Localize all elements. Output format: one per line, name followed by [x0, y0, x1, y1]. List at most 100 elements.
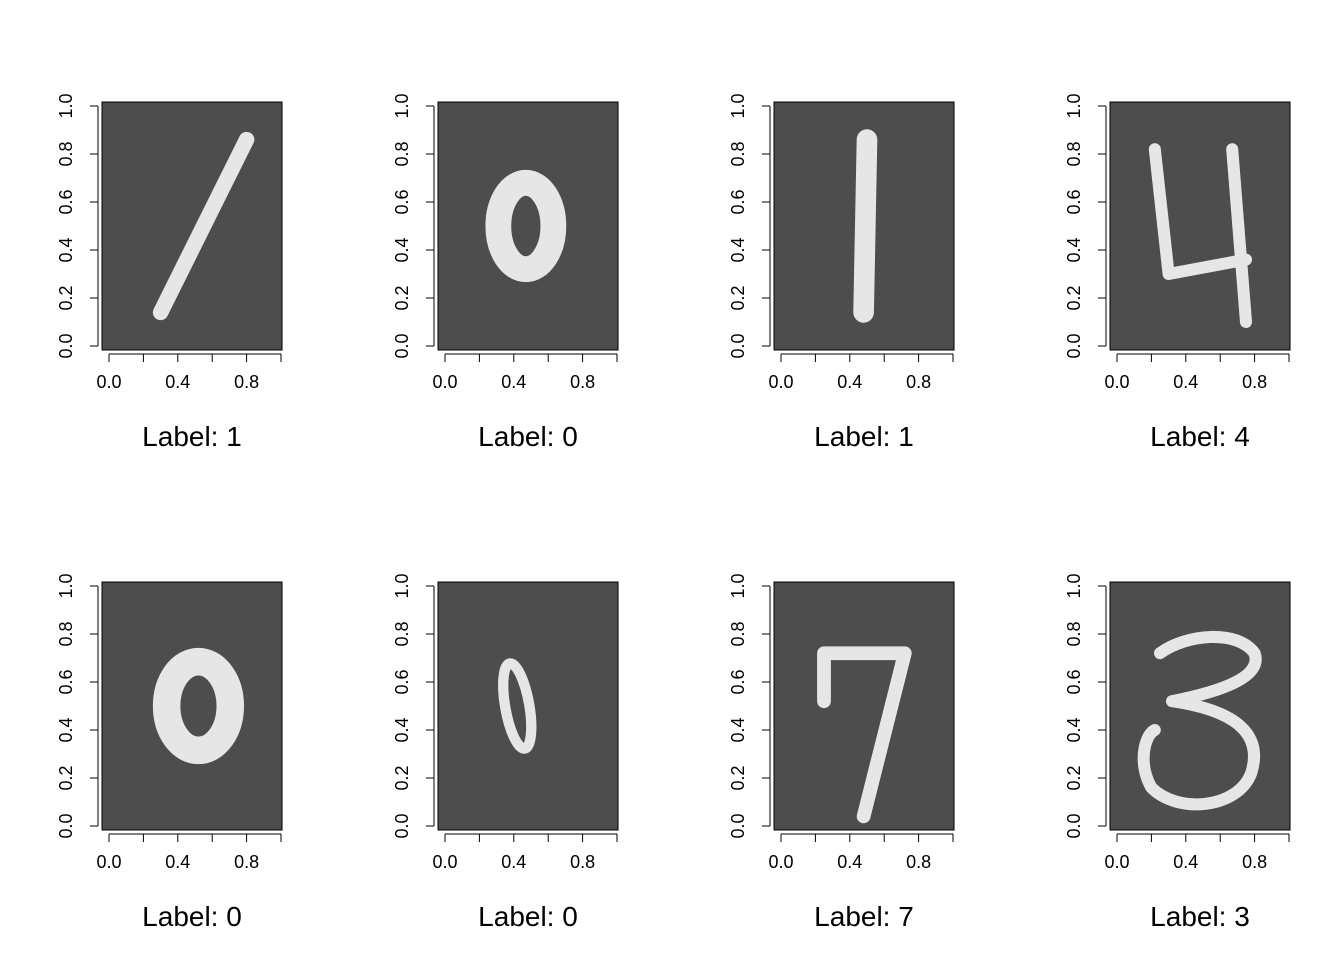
digit-panel-4: 0.0 0.4 0.8 0.0 0.2 0.4 0.6 0.8 1.0 Label: 4	[1064, 93, 1291, 452]
y-tick-label: 0.2	[392, 765, 412, 790]
x-tick-label: 0.8	[234, 372, 259, 392]
x-tick-label: 0.8	[570, 852, 595, 872]
digit-label: Label: 7	[814, 901, 914, 932]
y-tick-label: 0.8	[1064, 141, 1084, 166]
plot-frame	[1109, 101, 1291, 351]
digit-glyph	[853, 129, 878, 323]
x-tick-label: 0.0	[768, 852, 793, 872]
y-tick-label: 0.0	[392, 813, 412, 838]
digit-image-background	[438, 102, 618, 350]
digit-stroke	[853, 129, 878, 323]
y-tick-label: 0.8	[56, 621, 76, 646]
x-tick-label: 0.8	[570, 372, 595, 392]
y-tick-label: 0.8	[728, 621, 748, 646]
digit-loop	[485, 169, 567, 283]
digit-label: Label: 3	[1150, 901, 1250, 932]
digit-stroke	[1226, 143, 1253, 329]
x-tick-label: 0.8	[1242, 852, 1267, 872]
digit-stroke	[1148, 143, 1253, 281]
y-tick-label: 0.0	[392, 333, 412, 358]
y-tick-label: 0.4	[392, 717, 412, 742]
y-tick-label: 0.6	[56, 189, 76, 214]
x-tick-label: 0.0	[768, 372, 793, 392]
y-tick-label: 0.2	[728, 765, 748, 790]
y-tick-label: 0.2	[728, 285, 748, 310]
digit-panel-8: 0.0 0.4 0.8 0.0 0.2 0.4 0.6 0.8 1.0 Label: 3	[1064, 573, 1291, 932]
y-tick-label: 0.6	[392, 189, 412, 214]
y-tick-label: 0.2	[1064, 285, 1084, 310]
digit-glyph	[817, 646, 912, 824]
digit-glyph	[152, 647, 245, 765]
y-tick-label: 0.6	[728, 669, 748, 694]
y-tick-label: 0.2	[392, 285, 412, 310]
x-tick-label: 0.4	[837, 852, 862, 872]
x-tick-label: 0.0	[432, 852, 457, 872]
digit-loop	[498, 658, 537, 754]
digit-image-background	[102, 582, 282, 830]
y-tick-label: 1.0	[1064, 93, 1084, 118]
y-tick-label: 1.0	[392, 93, 412, 118]
y-tick-label: 0.4	[392, 237, 412, 262]
y-tick-label: 1.0	[728, 573, 748, 598]
y-tick-label: 0.0	[56, 333, 76, 358]
y-tick-label: 0.6	[1064, 669, 1084, 694]
plot-frame	[437, 581, 619, 831]
plot-frame	[773, 101, 955, 351]
y-tick-label: 0.0	[1064, 813, 1084, 838]
digit-image-background	[1110, 102, 1290, 350]
digit-panel-1: 0.0 0.4 0.8 0.0 0.2 0.4 0.6 0.8 1.0 Label: 1	[56, 93, 283, 452]
y-tick-label: 0.4	[1064, 717, 1084, 742]
y-tick-label: 1.0	[1064, 573, 1084, 598]
digit-glyph	[1137, 630, 1262, 811]
y-tick-label: 0.6	[392, 669, 412, 694]
y-tick-label: 0.0	[56, 813, 76, 838]
x-tick-label: 0.4	[165, 852, 190, 872]
x-tick-label: 0.8	[906, 372, 931, 392]
y-tick-label: 0.2	[1064, 765, 1084, 790]
digit-label: Label: 1	[142, 421, 242, 452]
x-tick-label: 0.4	[165, 372, 190, 392]
digit-loop	[152, 647, 245, 765]
plot-frame	[101, 101, 283, 351]
digit-label: Label: 0	[478, 421, 578, 452]
y-tick-label: 1.0	[392, 573, 412, 598]
digit-panel-7: 0.0 0.4 0.8 0.0 0.2 0.4 0.6 0.8 1.0 Label: 7	[728, 573, 955, 932]
y-tick-label: 0.6	[56, 669, 76, 694]
x-tick-label: 0.0	[1104, 372, 1129, 392]
y-tick-label: 0.4	[56, 237, 76, 262]
y-tick-label: 0.8	[728, 141, 748, 166]
x-tick-label: 0.0	[1104, 852, 1129, 872]
digit-glyph	[1148, 143, 1253, 329]
x-tick-label: 0.4	[837, 372, 862, 392]
digit-curve	[1137, 630, 1262, 811]
y-tick-label: 0.6	[1064, 189, 1084, 214]
digit-glyph	[498, 658, 537, 754]
y-tick-label: 0.4	[728, 237, 748, 262]
digit-stroke	[152, 131, 255, 321]
digit-panel-3: 0.0 0.4 0.8 0.0 0.2 0.4 0.6 0.8 1.0 Label: 1	[728, 93, 955, 452]
y-tick-label: 0.2	[56, 285, 76, 310]
x-tick-label: 0.8	[1242, 372, 1267, 392]
y-tick-label: 0.8	[56, 141, 76, 166]
y-tick-label: 1.0	[728, 93, 748, 118]
y-tick-label: 0.0	[1064, 333, 1084, 358]
x-tick-label: 0.0	[432, 372, 457, 392]
plot-frame	[101, 581, 283, 831]
x-tick-label: 0.4	[1173, 852, 1198, 872]
digit-glyph	[485, 169, 567, 283]
digit-panel-2: 0.0 0.4 0.8 0.0 0.2 0.4 0.6 0.8 1.0 Label: 0	[392, 93, 619, 452]
digit-label: Label: 0	[142, 901, 242, 932]
y-tick-label: 0.4	[1064, 237, 1084, 262]
y-tick-label: 0.2	[56, 765, 76, 790]
x-tick-label: 0.0	[96, 372, 121, 392]
y-tick-label: 0.4	[56, 717, 76, 742]
digit-label: Label: 4	[1150, 421, 1250, 452]
y-tick-label: 0.8	[392, 621, 412, 646]
y-tick-label: 0.6	[728, 189, 748, 214]
digit-label: Label: 1	[814, 421, 914, 452]
digit-image-background	[102, 102, 282, 350]
x-tick-label: 0.4	[1173, 372, 1198, 392]
x-tick-label: 0.4	[501, 372, 526, 392]
y-tick-label: 0.0	[728, 813, 748, 838]
x-tick-label: 0.8	[906, 852, 931, 872]
